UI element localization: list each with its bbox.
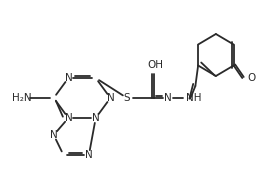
- Text: NH: NH: [186, 93, 201, 103]
- Text: H₂N: H₂N: [12, 93, 31, 103]
- Text: N: N: [50, 130, 58, 140]
- Text: N: N: [65, 73, 72, 83]
- Text: N: N: [164, 93, 172, 103]
- Text: O: O: [247, 73, 255, 83]
- Text: OH: OH: [147, 60, 163, 70]
- Text: N: N: [65, 113, 72, 123]
- Text: N: N: [92, 113, 100, 123]
- Text: S: S: [124, 93, 130, 103]
- Text: N: N: [85, 150, 93, 160]
- Text: N: N: [106, 93, 114, 103]
